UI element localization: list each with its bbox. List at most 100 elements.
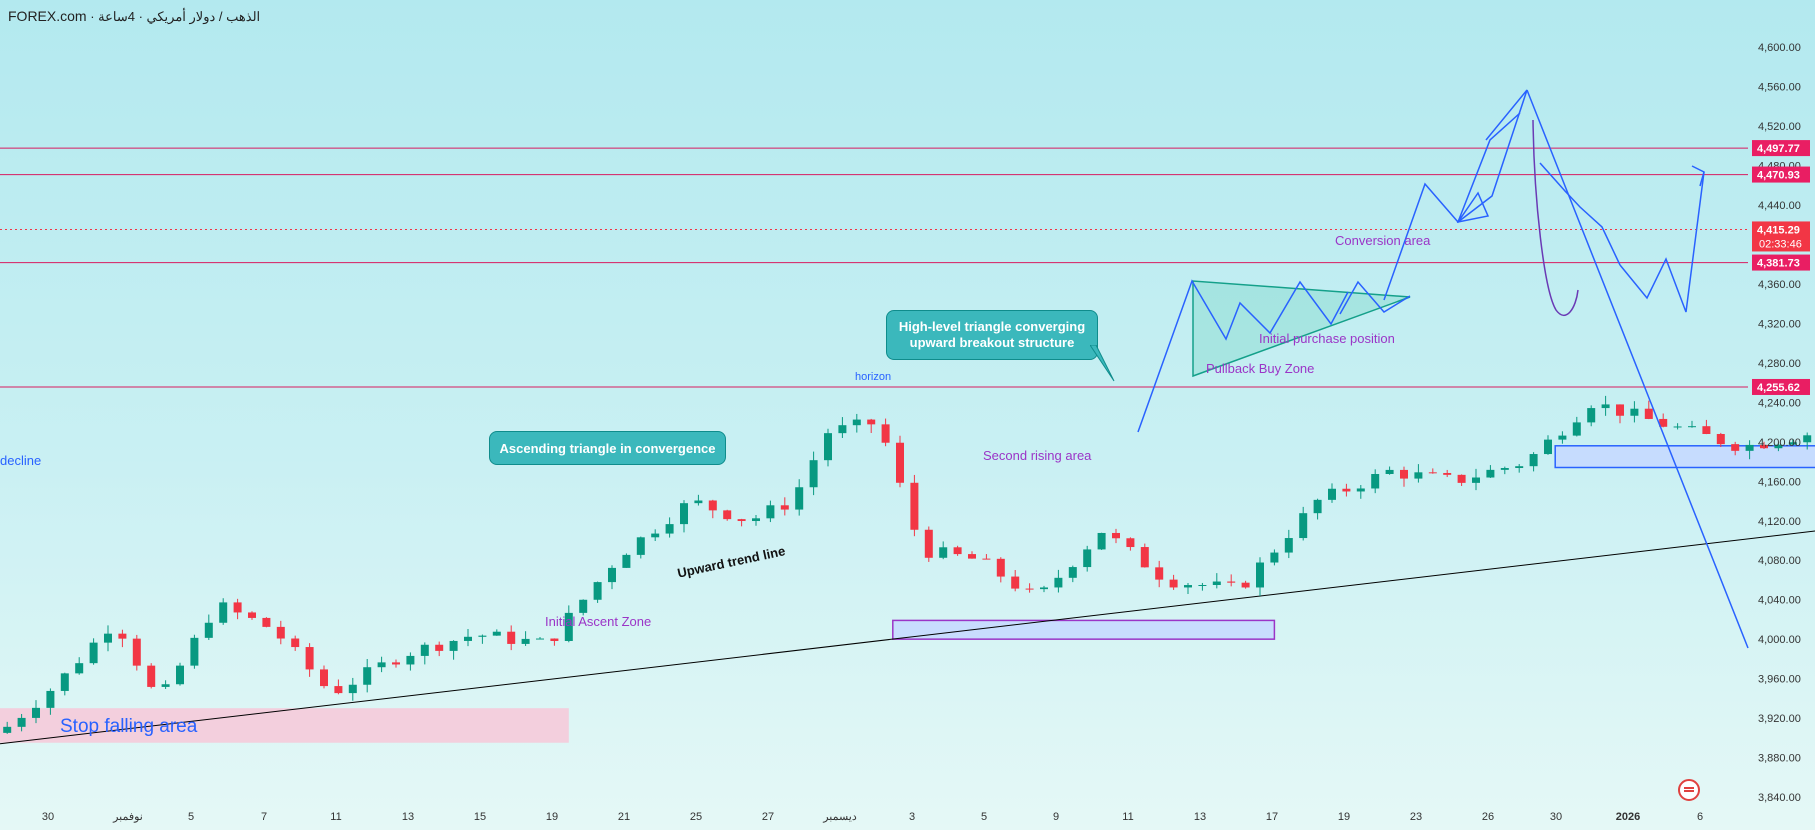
broker-name: FOREX.com [8,8,87,24]
candle-body [464,636,472,641]
candle-body [953,547,962,555]
y-tick-label: 4,320.00 [1758,318,1801,330]
candle-body [1256,562,1264,588]
candle-body [1500,468,1509,470]
countdown-label: 02:33:46 [1759,238,1802,250]
x-tick-label: 23 [1410,811,1422,823]
candle-body [1731,444,1740,451]
candle-body [1558,435,1567,440]
candle-body [1054,577,1063,588]
candle-body [219,602,228,623]
y-tick-label: 4,040.00 [1758,595,1801,607]
initial-purchase-position-label: Initial purchase position [1259,331,1395,346]
x-tick-label: 7 [261,811,267,823]
projection-path-5 [1539,162,1621,266]
candle-body [478,635,487,637]
y-tick-label: 4,160.00 [1758,476,1801,488]
projection-path-6 [1619,171,1705,313]
projection-arrowhead [1691,165,1705,187]
candle-body [1572,422,1581,436]
candle-body [1428,472,1437,474]
triangle-breakout-callout: High-level triangle converging upward br… [886,310,1098,360]
x-tick-label: 19 [546,811,558,823]
candle-body [838,425,847,434]
candle-body [1544,439,1552,455]
candle-body [262,617,271,627]
x-tick-label: 17 [1266,811,1278,823]
candle-body [752,518,760,522]
candle-body [1313,499,1322,514]
candle-body [1587,408,1596,423]
x-tick-label: 5 [188,811,194,823]
purple-swing-curve [1532,119,1579,317]
candle-body [248,612,256,618]
candle-body [75,663,84,674]
y-tick-label: 4,560.00 [1758,82,1801,94]
current-price-label: 4,415.29 [1757,224,1800,236]
candle-body [896,442,904,483]
candle-body [1457,474,1466,483]
x-tick-label: 21 [618,811,630,823]
candle-body [1414,472,1423,479]
candle-body [521,638,530,644]
candle-body [1688,426,1696,428]
candle-body [176,665,184,685]
candle-body [449,640,458,651]
candle-body [939,547,948,558]
candle-body [3,726,12,733]
candle-body [305,647,314,670]
candle-body [420,644,429,656]
time-axis: 30 نوفمبر 5 7 11 13 15 19 21 25 27 ديسمبر 3 5 9 11 13 17 1… [42,811,1703,823]
candle-body [780,505,789,510]
x-tick-label: 15 [474,811,486,823]
y-tick-label: 4,120.00 [1758,516,1801,528]
price-tag-label: 4,381.73 [1757,258,1800,270]
candle-body [708,500,717,511]
y-tick-label: 3,960.00 [1758,674,1801,686]
candle-body [32,707,40,718]
candle-body [276,626,285,639]
candle-body [392,662,400,665]
candle-body [291,638,300,648]
current-price-tag-bg [1752,221,1810,252]
instrument-title: الذهب / دولار أمريكي · 4ساعة [98,9,261,24]
candle-body [377,662,386,668]
candle-body [1616,404,1624,416]
y-tick-label: 4,080.00 [1758,555,1801,567]
upward-trend-line [0,530,1815,745]
candle-body [723,510,732,520]
candle-body [1644,408,1653,419]
candle-body [1673,426,1682,428]
header-separator: · [90,9,99,24]
stop-falling-area-label: Stop falling area [60,716,198,737]
candle-body [824,433,832,461]
candle-body [1212,581,1221,586]
ascending-triangle-text: Ascending triangle in convergence [499,440,716,456]
x-tick-label: 30 [42,811,54,823]
candle-body [1270,552,1279,563]
candle-body [1284,538,1293,553]
candle-body [1356,488,1365,492]
candle-body [1025,588,1034,590]
candle-body [1198,585,1207,587]
y-tick-label: 3,840.00 [1758,792,1801,804]
initial-ascent-zone-label: Initial Ascent Zone [545,614,652,629]
candle-body [665,524,674,534]
triangle-breakout-line1: High-level triangle converging [898,319,1086,334]
candle-body [852,419,861,426]
candle-body [1371,474,1380,489]
candle-body [881,424,890,443]
candle-body [1328,488,1336,500]
candle-body [1140,547,1149,568]
candle-body [1702,426,1711,434]
candle-body [579,599,588,613]
candle-body [651,533,660,538]
price-tag-label: 4,497.77 [1757,143,1800,155]
zone-stop-falling-area [0,708,569,743]
candle-body [118,633,127,639]
price-tag-bg [1752,378,1810,395]
price-axis: 3,840.00 3,880.00 3,920.00 3,960.00 4,000.00… [1752,42,1810,804]
candle-body [1630,408,1639,416]
